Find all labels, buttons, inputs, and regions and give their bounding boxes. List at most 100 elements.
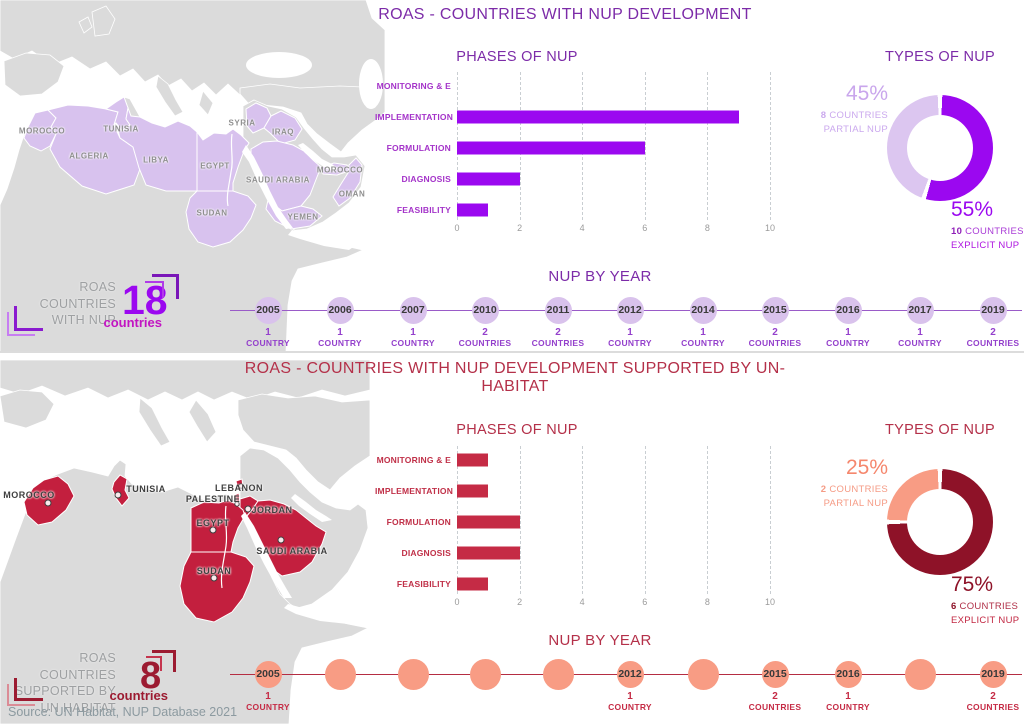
stat-label-top: ROAS COUNTRIES WITH NUP	[39, 280, 116, 327]
x-tick: 4	[579, 597, 585, 607]
country-shape-sudan	[185, 190, 257, 248]
stat-bracket	[14, 306, 43, 331]
country-shape-libya	[115, 106, 198, 192]
timeline-bottom: 2005 1 COUNTRY 2012 1 COUNTRY 2015 2 COU…	[0, 659, 1024, 716]
map-label-syria: SYRIA	[228, 118, 256, 128]
x-tick: 6	[642, 223, 648, 233]
timeline-item-blank	[667, 659, 739, 690]
bar-formulation-bottom	[457, 515, 520, 528]
x-axis-ticks: 0 2 4 6 8 10	[454, 223, 775, 235]
chart-row: MONITORING & E	[375, 70, 770, 101]
bottom-section-title: ROAS - COUNTRIES WITH NUP DEVELOPMENT SU…	[244, 360, 786, 395]
types-donut-top	[887, 95, 993, 201]
country-shape-algeria	[47, 104, 141, 195]
persian-gulf	[298, 143, 338, 170]
country-shape-yemen	[265, 199, 323, 230]
stat-bracket	[7, 684, 35, 706]
bar-label: FORMULATION	[386, 516, 451, 527]
nile-river	[220, 505, 228, 589]
phases-chart-title-top: PHASES OF NUP	[456, 49, 578, 65]
chart-row: MONITORING & E	[375, 444, 770, 475]
timeline-item-2012: 2012 1 COUNTRY	[594, 297, 666, 348]
bar-feasibility-bottom	[457, 577, 489, 590]
timeline-title-top: NUP BY YEAR	[548, 268, 652, 285]
chart-row: DIAGNOSIS	[375, 537, 770, 568]
chart-row: IMPLEMENTATION	[375, 101, 770, 132]
map-top-nup-countries	[0, 0, 385, 352]
timeline-item-2010: 2010 2 COUNTRIES	[449, 297, 521, 348]
map-label-morocco: MOROCCO	[18, 126, 66, 136]
donut-note-explicit-bottom: 75% 6 COUNTRIES EXPLICIT NUP	[951, 573, 1020, 627]
marker-morocco	[44, 499, 52, 507]
map-label-yemen: YEMEN	[287, 212, 319, 222]
timeline-top: 2005 1 COUNTRY 2006 1 COUNTRY 2007 1 COU…	[0, 297, 1024, 352]
map-label-tunisia: TUNISIA	[126, 484, 166, 494]
stat-value-top: 18	[122, 277, 168, 323]
stat-bracket	[14, 678, 43, 701]
marker-jordan	[244, 505, 252, 513]
bar-implementation-bottom	[457, 484, 489, 497]
chart-row: FEASIBILITY	[375, 194, 770, 225]
timeline-item-2014: 2014 1 COUNTRY	[667, 297, 739, 348]
bar-label: IMPLEMENTATION	[375, 111, 454, 122]
stat-label-bottom: ROAS COUNTRIES SUPPORTED BY UN HABITAT	[14, 651, 116, 715]
timeline-item-2012: 2012 1 COUNTRY	[594, 661, 666, 712]
bar-diagnosis-top	[457, 172, 520, 185]
stat-bracket	[152, 650, 176, 672]
chart-row: FORMULATION	[375, 132, 770, 163]
bar-formulation-top	[457, 141, 645, 154]
top-section-title: ROAS - COUNTRIES WITH NUP DEVELOPMENT	[378, 6, 752, 23]
gulf-of-aden	[284, 604, 358, 624]
map-label-saudi-arabia: SAUDI ARABIA	[246, 175, 310, 185]
stat-bracket	[145, 281, 164, 298]
bar-feasibility-top	[457, 203, 489, 216]
x-tick: 4	[579, 223, 585, 233]
map-label-iraq: IRAQ	[272, 127, 294, 137]
phases-chart-title-bottom: PHASES OF NUP	[456, 422, 578, 438]
timeline-item-2005: 2005 1 COUNTRY	[232, 661, 304, 712]
x-tick: 10	[764, 223, 776, 233]
donut-note-explicit-top: 55% 10 COUNTRIES EXPLICIT NUP	[951, 198, 1024, 252]
map-label-jordan: JORDAN	[251, 505, 293, 515]
map-label-sudan: SUDAN	[196, 208, 228, 218]
country-shape-sudan	[179, 551, 255, 623]
x-tick: 8	[704, 223, 710, 233]
x-tick: 0	[454, 223, 460, 233]
types-chart-title-bottom: TYPES OF NUP	[885, 422, 995, 438]
types-donut-bottom	[887, 469, 993, 575]
timeline-item-2016: 2016 1 COUNTRY	[812, 661, 884, 712]
bar-label: FEASIBILITY	[396, 204, 451, 215]
timeline-item-blank	[522, 659, 594, 690]
map-label-sudan: SUDAN	[196, 566, 232, 576]
bar-label: DIAGNOSIS	[401, 547, 451, 558]
stat-bracket	[146, 656, 162, 671]
marker-saudi-arabia	[277, 536, 285, 544]
timeline-item-2017: 2017 1 COUNTRY	[884, 297, 956, 348]
timeline-item-2007: 2007 1 COUNTRY	[377, 297, 449, 348]
timeline-item-2011: 2011 2 COUNTRIES	[522, 297, 594, 348]
x-tick: 2	[517, 223, 523, 233]
red-sea	[242, 145, 293, 229]
bar-monitoring-bottom	[457, 453, 489, 466]
sea-overlays	[242, 52, 383, 250]
stat-unit-top: countries	[103, 315, 162, 330]
bar-label: MONITORING & E	[376, 454, 451, 465]
stat-bracket	[152, 274, 179, 299]
timeline-item-2015: 2015 2 COUNTRIES	[739, 297, 811, 348]
timeline-title-bottom: NUP BY YEAR	[548, 632, 652, 649]
marker-egypt	[209, 526, 217, 534]
bar-label: FEASIBILITY	[396, 578, 451, 589]
x-tick: 0	[454, 597, 460, 607]
donut-hole	[907, 115, 973, 181]
map-label-algeria: ALGERIA	[69, 151, 109, 161]
timeline-item-blank	[884, 659, 956, 690]
marker-tunisia	[114, 491, 122, 499]
section-divider	[0, 351, 1024, 353]
sea-overlays	[241, 494, 358, 624]
caspian-sea	[359, 59, 383, 109]
phases-chart-top: MONITORING & E IMPLEMENTATION FORMULATIO…	[375, 70, 775, 233]
x-tick: 8	[704, 597, 710, 607]
map-label-palestine: PALESTINE	[185, 494, 241, 504]
source-note: Source: UN Habitat, NUP Database 2021	[8, 705, 238, 719]
